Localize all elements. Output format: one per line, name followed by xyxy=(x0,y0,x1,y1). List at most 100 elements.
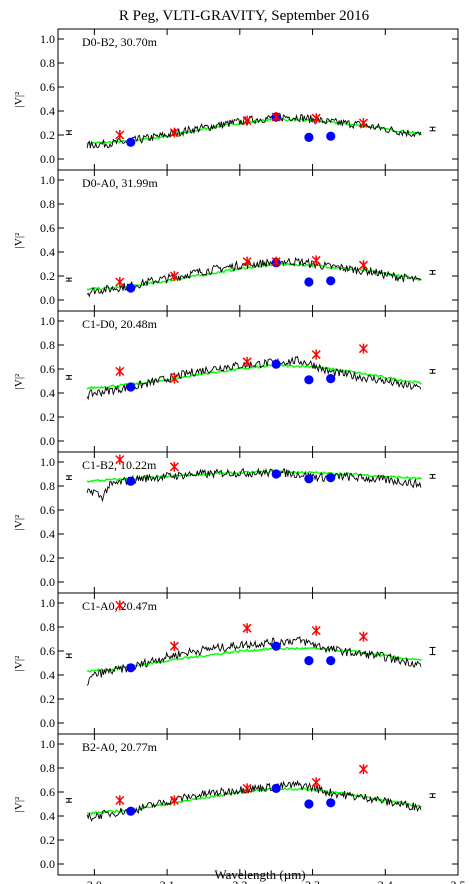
x-tick-label: 2.0 xyxy=(87,878,102,884)
red-model-point xyxy=(115,130,125,140)
red-model-point xyxy=(169,271,179,281)
observed-spectrum xyxy=(86,467,422,503)
y-tick-label: 0.8 xyxy=(40,197,55,211)
red-model-point xyxy=(358,764,368,775)
y-tick-label: 0.6 xyxy=(40,785,55,799)
left-error-bar xyxy=(65,475,72,480)
y-tick-label: 0.6 xyxy=(40,503,55,517)
y-tick-label: 1.0 xyxy=(40,314,55,328)
red-model-point xyxy=(169,461,179,472)
panel-1: 0.0 0.2 0.4 0.6 0.8 1.0 |V|² D0-B2, 30.70m xyxy=(13,28,459,171)
x-tick-label: 2.4 xyxy=(378,878,393,884)
panel-2: 0.0 0.2 0.4 0.6 0.8 1.0 |V|² D0-A0, 31.99m xyxy=(13,169,459,312)
red-model-point xyxy=(311,777,321,788)
panel-frame xyxy=(57,592,459,735)
y-tick-label: 0.2 xyxy=(40,551,55,565)
y-tick-label: 0.0 xyxy=(40,152,55,166)
y-axis-label: |V|² xyxy=(13,655,25,671)
blue-model-point xyxy=(271,359,281,369)
right-error-bar xyxy=(429,646,436,656)
observed-spectrum xyxy=(86,256,422,298)
y-tick-label: 1.0 xyxy=(40,596,55,610)
panel-4: 0.0 0.2 0.4 0.6 0.8 1.0 |V|² C1-B2, 10.22m xyxy=(13,451,459,594)
blue-model-point xyxy=(326,656,336,666)
y-tick-label: 0.8 xyxy=(40,761,55,775)
red-model-point xyxy=(242,783,252,794)
red-model-point xyxy=(358,260,368,271)
baseline-label: C1-D0, 20.48m xyxy=(82,317,158,331)
blue-model-point xyxy=(304,375,314,385)
blue-model-point xyxy=(304,656,314,666)
observed-spectrum xyxy=(86,636,422,686)
blue-model-point xyxy=(326,798,336,808)
blue-model-point xyxy=(126,806,136,816)
red-model-point xyxy=(115,366,125,377)
panel-6: 0.0 0.2 0.4 0.6 0.8 1.0 |V|² B2-A0, 20.77m 2.0 2.… xyxy=(13,733,466,884)
right-error-bar xyxy=(429,474,436,479)
blue-model-point xyxy=(326,131,336,141)
y-tick-label: 0.0 xyxy=(40,716,55,730)
baseline-label: C1-B2, 10.22m xyxy=(82,458,157,472)
blue-model-point xyxy=(271,469,281,479)
red-model-point xyxy=(242,356,252,367)
blue-model-point xyxy=(304,132,314,142)
y-tick-label: 0.8 xyxy=(40,620,55,634)
observed-spectrum xyxy=(86,355,422,401)
blue-model-point xyxy=(126,476,136,486)
y-tick-label: 0.8 xyxy=(40,56,55,70)
y-tick-label: 0.6 xyxy=(40,221,55,235)
y-tick-label: 0.2 xyxy=(40,410,55,424)
red-model-point xyxy=(311,255,321,266)
y-tick-label: 0.4 xyxy=(40,527,55,541)
y-axis-label: |V|² xyxy=(13,796,25,812)
red-model-point xyxy=(311,349,321,360)
y-tick-label: 0.0 xyxy=(40,857,55,871)
chart-title: R Peg, VLTI-GRAVITY, September 2016 xyxy=(119,8,370,24)
red-model-point xyxy=(311,625,321,636)
baseline-label: D0-A0, 31.99m xyxy=(82,176,158,190)
red-model-point xyxy=(271,256,281,267)
y-tick-label: 0.2 xyxy=(40,692,55,706)
y-axis-label: |V|² xyxy=(13,232,25,248)
y-tick-label: 1.0 xyxy=(40,32,55,46)
y-axis-label: |V|² xyxy=(13,373,25,389)
red-model-point xyxy=(358,631,368,642)
blue-model-point xyxy=(126,283,136,293)
left-error-bar xyxy=(65,130,72,135)
x-tick-label: 2.2 xyxy=(232,878,247,884)
panels-group: 0.0 0.2 0.4 0.6 0.8 1.0 |V|² D0-B2, 30.70m 0.0 0.… xyxy=(13,28,466,884)
red-model-point xyxy=(271,112,281,122)
y-tick-label: 0.8 xyxy=(40,479,55,493)
baseline-label: B2-A0, 20.77m xyxy=(82,740,158,754)
y-tick-label: 1.0 xyxy=(40,455,55,469)
blue-model-point xyxy=(126,382,136,392)
y-tick-label: 0.4 xyxy=(40,104,55,118)
red-model-point xyxy=(242,115,252,126)
y-tick-label: 0.0 xyxy=(40,434,55,448)
x-tick-label: 2.5 xyxy=(451,878,466,884)
blue-model-point xyxy=(304,277,314,287)
blue-model-point xyxy=(326,374,336,384)
left-error-bar xyxy=(65,653,72,659)
red-model-point xyxy=(115,795,125,806)
blue-model-point xyxy=(126,663,136,673)
left-error-bar xyxy=(65,277,72,282)
panel-frame xyxy=(57,733,459,876)
red-model-point xyxy=(358,118,368,128)
model-curve xyxy=(86,469,423,483)
y-axis-label: |V|² xyxy=(13,514,25,530)
y-tick-label: 0.8 xyxy=(40,338,55,352)
red-model-point xyxy=(115,277,125,287)
red-model-point xyxy=(169,373,179,384)
baseline-label: D0-B2, 30.70m xyxy=(82,35,158,49)
right-error-bar xyxy=(429,126,436,132)
y-tick-label: 0.0 xyxy=(40,293,55,307)
right-error-bar xyxy=(429,793,436,798)
blue-model-point xyxy=(304,799,314,809)
y-tick-label: 0.6 xyxy=(40,644,55,658)
panel-frame xyxy=(57,28,459,171)
red-model-point xyxy=(169,127,179,138)
panel-3: 0.0 0.2 0.4 0.6 0.8 1.0 |V|² C1-D0, 20.48m xyxy=(13,310,459,453)
panel-frame xyxy=(57,169,459,312)
